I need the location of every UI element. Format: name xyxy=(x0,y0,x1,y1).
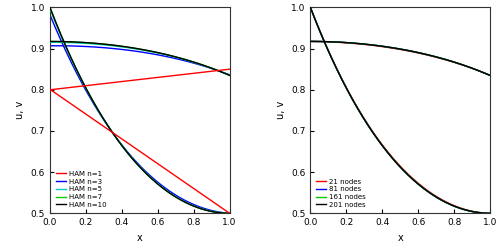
Y-axis label: u, v: u, v xyxy=(15,101,25,120)
X-axis label: x: x xyxy=(137,233,142,243)
Y-axis label: u, v: u, v xyxy=(276,101,285,120)
Legend: HAM n=1, HAM n=3, HAM n=5, HAM n=7, HAM n=10: HAM n=1, HAM n=3, HAM n=5, HAM n=7, HAM … xyxy=(54,169,108,210)
X-axis label: x: x xyxy=(398,233,403,243)
Legend: 21 nodes, 81 nodes, 161 nodes, 201 nodes: 21 nodes, 81 nodes, 161 nodes, 201 nodes xyxy=(314,176,368,210)
